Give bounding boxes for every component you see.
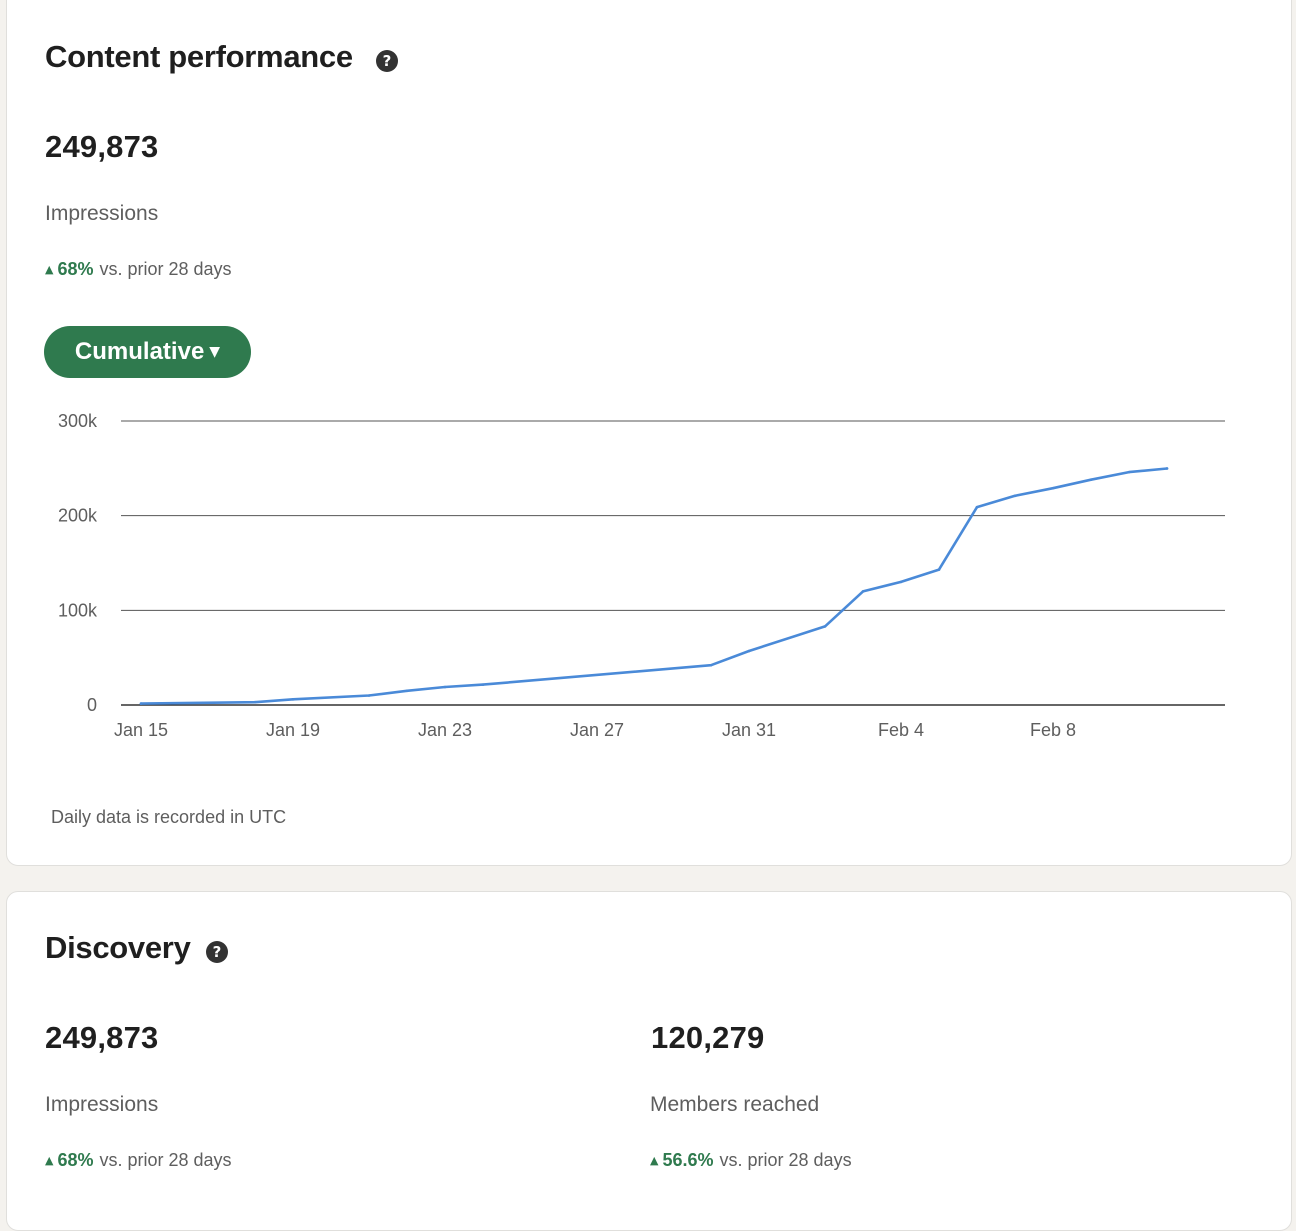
delta-text: vs. prior 28 days: [99, 1150, 232, 1170]
triangle-up-icon: ▲: [45, 263, 54, 276]
chart-y-ticks: 0 100k 200k 300k: [58, 411, 98, 715]
data-point: [1089, 478, 1093, 481]
discovery-title: Discovery: [45, 930, 191, 965]
members-reached-delta: ▲ 56.6% vs. prior 28 days: [650, 1150, 852, 1171]
content-performance-card: Content performance ? 249,873 Impression…: [6, 0, 1292, 866]
delta-text: vs. prior 28 days: [719, 1150, 852, 1170]
members-reached-value: 120,279: [651, 1020, 765, 1055]
discovery-impressions-delta: ▲ 68% vs. prior 28 days: [45, 1150, 232, 1171]
x-tick-label: Feb 8: [1030, 720, 1076, 740]
y-tick-label: 300k: [58, 411, 98, 431]
data-point: [481, 683, 485, 686]
data-point: [253, 700, 257, 704]
data-point: [291, 698, 295, 701]
content-performance-title: Content performance: [45, 39, 353, 74]
delta-text: vs. prior 28 days: [99, 259, 232, 279]
x-tick-label: Jan 27: [570, 720, 624, 740]
x-tick-label: Feb 4: [878, 720, 924, 740]
question-circle-icon[interactable]: ?: [206, 941, 228, 963]
data-point: [709, 663, 713, 667]
data-point: [1127, 470, 1131, 474]
data-point: [937, 568, 941, 571]
delta-percent: 56.6%: [662, 1150, 714, 1170]
cumulative-label: Cumulative: [74, 338, 205, 365]
discovery-impressions-value: 249,873: [45, 1020, 159, 1055]
x-tick-label: Jan 19: [266, 720, 320, 740]
cumulative-dropdown-button[interactable]: Cumulative ▼: [44, 326, 251, 378]
delta-percent: 68%: [57, 259, 94, 279]
discovery-impressions-label: Impressions: [45, 1093, 159, 1116]
impressions-delta: ▲ 68% vs. prior 28 days: [45, 259, 232, 280]
triangle-up-icon: ▲: [650, 1154, 659, 1167]
chart-series: [139, 467, 1169, 705]
question-circle-icon[interactable]: ?: [376, 50, 398, 72]
data-point: [139, 702, 143, 705]
discovery-card: Discovery ? 249,873 Impressions ▲ 68% vs…: [6, 891, 1292, 1231]
data-point: [899, 580, 903, 584]
chart-gridlines: [121, 420, 1225, 706]
data-point: [1165, 467, 1169, 470]
x-tick-label: Jan 31: [722, 720, 776, 740]
x-tick-label: Jan 23: [418, 720, 472, 740]
data-point: [747, 649, 751, 653]
data-point: [1051, 486, 1055, 490]
y-tick-label: 0: [87, 695, 97, 715]
delta-percent: 68%: [57, 1150, 94, 1170]
chart-x-ticks: Jan 15 Jan 19 Jan 23 Jan 27 Jan 31 Feb 4 Feb 8: [114, 720, 1076, 740]
data-point: [975, 505, 979, 509]
x-tick-label: Jan 15: [114, 720, 168, 740]
data-point: [443, 685, 447, 689]
impressions-label: Impressions: [45, 202, 159, 225]
data-point: [823, 625, 827, 628]
members-reached-label: Members reached: [650, 1093, 820, 1116]
y-tick-label: 200k: [58, 506, 98, 526]
data-point: [861, 590, 865, 593]
impressions-value: 249,873: [45, 129, 159, 164]
y-tick-label: 100k: [58, 600, 98, 620]
data-point: [405, 689, 409, 693]
triangle-up-icon: ▲: [45, 1154, 54, 1167]
data-point: [367, 694, 371, 697]
data-point: [1013, 494, 1017, 498]
utc-footnote: Daily data is recorded in UTC: [51, 807, 287, 827]
caret-down-icon: ▼: [209, 344, 221, 360]
impressions-series-line: [139, 467, 1169, 705]
